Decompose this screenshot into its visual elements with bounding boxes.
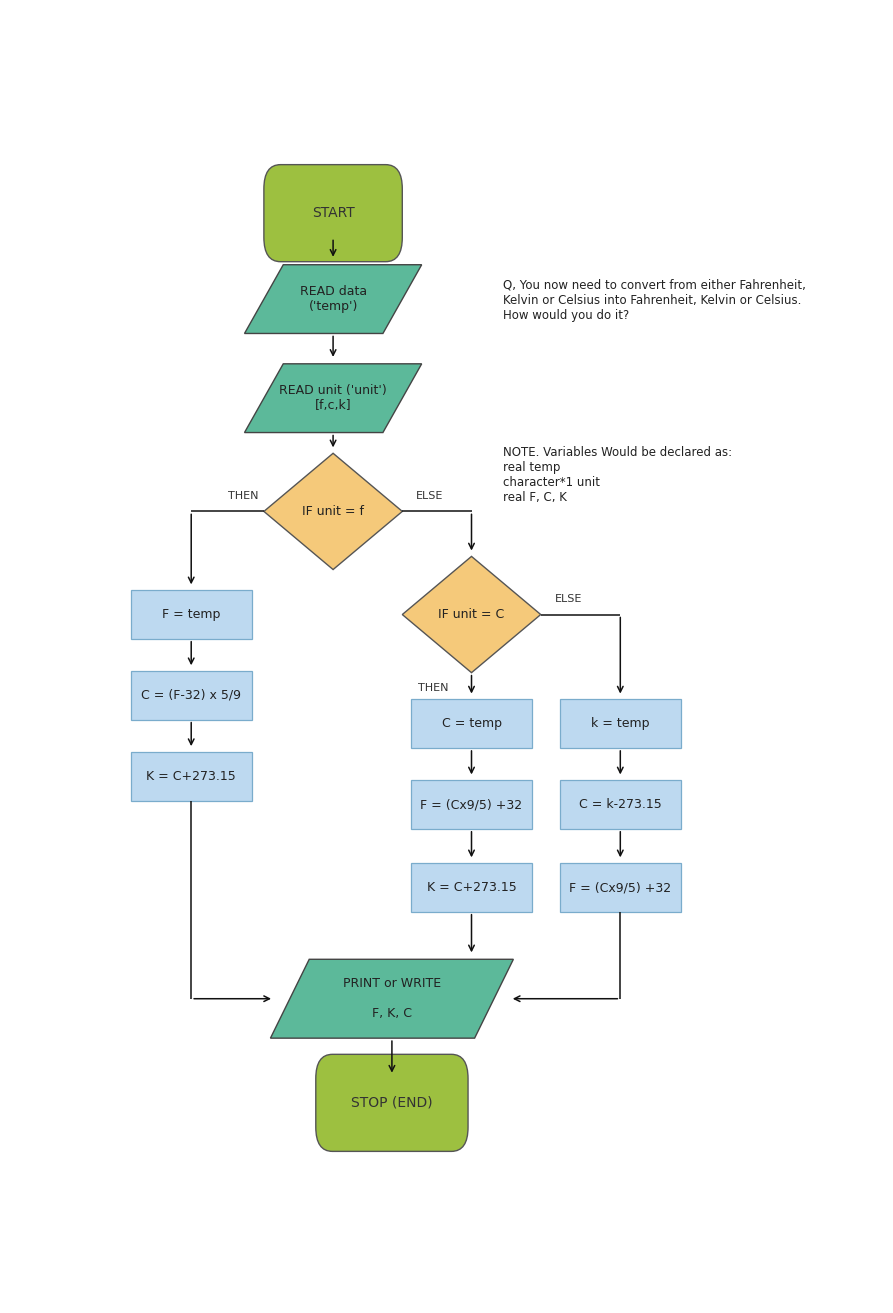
Bar	[560, 780, 680, 829]
Text: STOP (END): STOP (END)	[351, 1096, 433, 1109]
Polygon shape	[245, 265, 421, 334]
Polygon shape	[245, 364, 421, 432]
Text: THEN: THEN	[228, 491, 258, 502]
Polygon shape	[403, 557, 541, 672]
Text: IF unit = C: IF unit = C	[438, 608, 505, 621]
Bar	[560, 863, 680, 911]
Text: IF unit = f: IF unit = f	[302, 506, 364, 517]
Text: K = C+273.15: K = C+273.15	[427, 881, 516, 894]
Text: NOTE. Variables Would be declared as:
real temp
character*1 unit
real F, C, K: NOTE. Variables Would be declared as: re…	[503, 445, 731, 504]
Text: C = temp: C = temp	[441, 717, 502, 730]
Text: k = temp: k = temp	[591, 717, 649, 730]
Text: C = (F-32) x 5/9: C = (F-32) x 5/9	[141, 689, 241, 702]
Bar	[130, 591, 252, 639]
Text: K = C+273.15: K = C+273.15	[146, 769, 236, 783]
Bar	[130, 752, 252, 801]
Text: READ data
('temp'): READ data ('temp')	[299, 285, 367, 312]
Text: F = (Cx9/5) +32: F = (Cx9/5) +32	[569, 881, 672, 894]
FancyBboxPatch shape	[316, 1054, 468, 1152]
Text: ELSE: ELSE	[555, 595, 582, 604]
Bar	[411, 700, 532, 748]
Bar	[411, 780, 532, 829]
Polygon shape	[271, 960, 513, 1039]
FancyBboxPatch shape	[264, 164, 403, 261]
Text: C = k-273.15: C = k-273.15	[579, 798, 662, 811]
Text: READ unit ('unit')
[f,c,k]: READ unit ('unit') [f,c,k]	[280, 385, 387, 412]
Text: F = (Cx9/5) +32: F = (Cx9/5) +32	[421, 798, 522, 811]
Bar	[560, 700, 680, 748]
Text: F = temp: F = temp	[162, 608, 221, 621]
Text: ELSE: ELSE	[416, 491, 444, 502]
Text: PRINT or WRITE

F, K, C: PRINT or WRITE F, K, C	[343, 977, 441, 1020]
Bar	[130, 671, 252, 720]
Text: Q, You now need to convert from either Fahrenheit,
Kelvin or Celsius into Fahren: Q, You now need to convert from either F…	[503, 278, 805, 322]
Bar	[411, 863, 532, 911]
Text: START: START	[312, 206, 355, 221]
Text: THEN: THEN	[418, 683, 448, 693]
Polygon shape	[264, 453, 402, 570]
